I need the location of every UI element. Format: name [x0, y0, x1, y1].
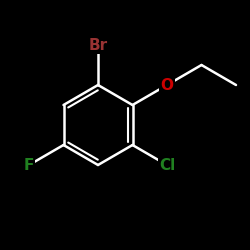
- Text: Cl: Cl: [159, 158, 175, 172]
- Text: F: F: [24, 158, 34, 172]
- Text: O: O: [160, 78, 173, 92]
- Text: Br: Br: [88, 38, 108, 52]
